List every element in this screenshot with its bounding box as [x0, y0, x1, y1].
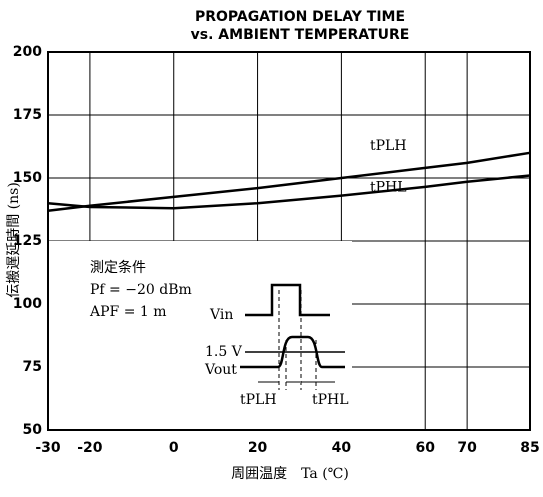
x-tick-label: 0: [169, 440, 179, 456]
y-tick-label: 100: [13, 296, 42, 312]
series-line: [47, 151, 531, 213]
y-axis-label: 伝搬遅延時間 (ns): [6, 182, 22, 298]
vin-wave: [245, 283, 330, 317]
series-label: tPLH: [370, 138, 407, 154]
x-tick-label: 20: [248, 440, 268, 456]
vout-wave: [240, 335, 345, 369]
x-axis-label: 周囲温度 Ta (℃): [231, 466, 349, 482]
y-tick-label: 175: [13, 107, 42, 123]
waveform: [240, 283, 345, 390]
series-label: tPHL: [370, 179, 407, 195]
x-tick-label: 40: [332, 440, 352, 456]
y-tick-label: 75: [23, 359, 42, 375]
y-tick-label: 150: [13, 170, 42, 186]
annotation: 1.5 V: [205, 344, 243, 360]
chart-subtitle: vs. AMBIENT TEMPERATURE: [191, 27, 410, 43]
annotation: Vin: [209, 307, 233, 323]
y-tick-label: 125: [13, 233, 42, 249]
annotation: Pf = −20 dBm: [90, 282, 192, 298]
annotation: Vout: [204, 362, 237, 378]
inset: 測定条件 Pf = −20 dBm APF = 1 m Vin 1.5 V Vo…: [49, 241, 352, 429]
plot-frame: [47, 51, 531, 431]
x-tick-label: 60: [415, 440, 435, 456]
series-line: [47, 174, 531, 210]
annotation: tPLH: [240, 392, 277, 408]
x-tick-label: -30: [35, 440, 61, 456]
y-tick-label: 200: [13, 44, 42, 60]
annotation: tPHL: [312, 392, 349, 408]
y-tick-label: 50: [23, 422, 43, 438]
x-tick-label: -20: [77, 440, 103, 456]
x-tick-label: 85: [520, 440, 539, 456]
annotation: 測定条件: [90, 259, 146, 276]
chart-title: PROPAGATION DELAY TIME: [195, 9, 405, 25]
x-tick-label: 70: [457, 440, 477, 456]
annotation: APF = 1 m: [89, 304, 167, 320]
